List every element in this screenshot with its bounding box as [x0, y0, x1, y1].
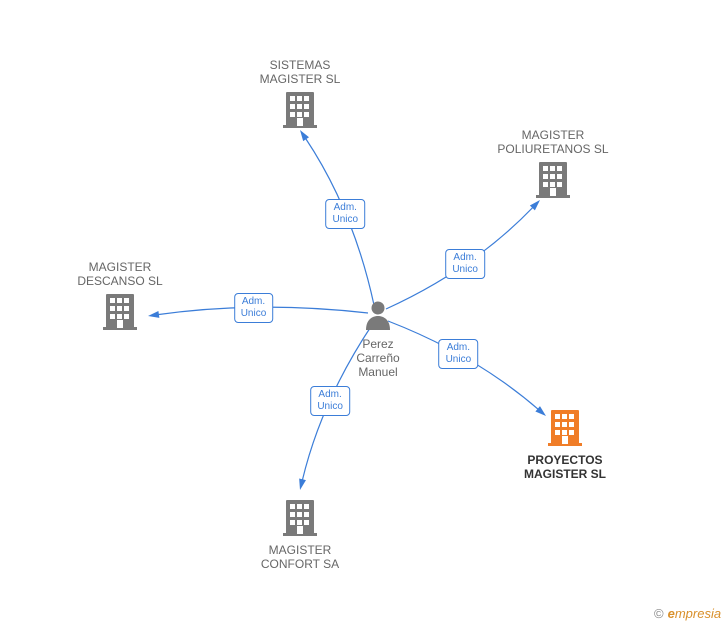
- person-node: Perez Carreño Manuel: [333, 300, 423, 379]
- person-icon: [364, 319, 392, 333]
- company-label: SISTEMAS MAGISTER SL: [230, 58, 370, 86]
- building-icon: [536, 187, 570, 201]
- company-node: MAGISTER DESCANSO SL: [50, 260, 190, 333]
- building-icon: [548, 435, 582, 449]
- arrowhead-icon: [530, 200, 540, 210]
- relation-label: Adm. Unico: [439, 339, 479, 369]
- building-icon: [283, 117, 317, 131]
- arrowhead-icon: [148, 311, 159, 318]
- watermark: © empresia: [654, 606, 721, 621]
- company-node: MAGISTER POLIURETANOS SL: [483, 128, 623, 201]
- relation-edge: [305, 138, 374, 305]
- building-icon: [103, 319, 137, 333]
- relation-edge: [386, 207, 533, 309]
- relation-label: Adm. Unico: [325, 199, 365, 229]
- arrowhead-icon: [299, 478, 306, 490]
- relation-edge: [158, 307, 368, 314]
- arrowhead-icon: [535, 406, 546, 416]
- company-node: SISTEMAS MAGISTER SL: [230, 58, 370, 131]
- relation-edge: [302, 325, 372, 480]
- diagram-canvas: [0, 0, 728, 630]
- relation-label: Adm. Unico: [445, 249, 485, 279]
- company-node: PROYECTOS MAGISTER SL: [495, 408, 635, 481]
- watermark-brand: empresia: [668, 606, 721, 621]
- company-label: MAGISTER POLIURETANOS SL: [483, 128, 623, 156]
- company-label: PROYECTOS MAGISTER SL: [495, 453, 635, 481]
- relation-edge: [388, 321, 539, 410]
- company-label: MAGISTER DESCANSO SL: [50, 260, 190, 288]
- company-label: MAGISTER CONFORT SA: [230, 543, 370, 571]
- company-node: MAGISTER CONFORT SA: [230, 498, 370, 571]
- copyright-symbol: ©: [654, 606, 664, 621]
- person-label: Perez Carreño Manuel: [333, 337, 423, 379]
- relation-label: Adm. Unico: [234, 293, 274, 323]
- building-icon: [283, 525, 317, 539]
- arrowhead-icon: [300, 130, 309, 141]
- relation-label: Adm. Unico: [310, 386, 350, 416]
